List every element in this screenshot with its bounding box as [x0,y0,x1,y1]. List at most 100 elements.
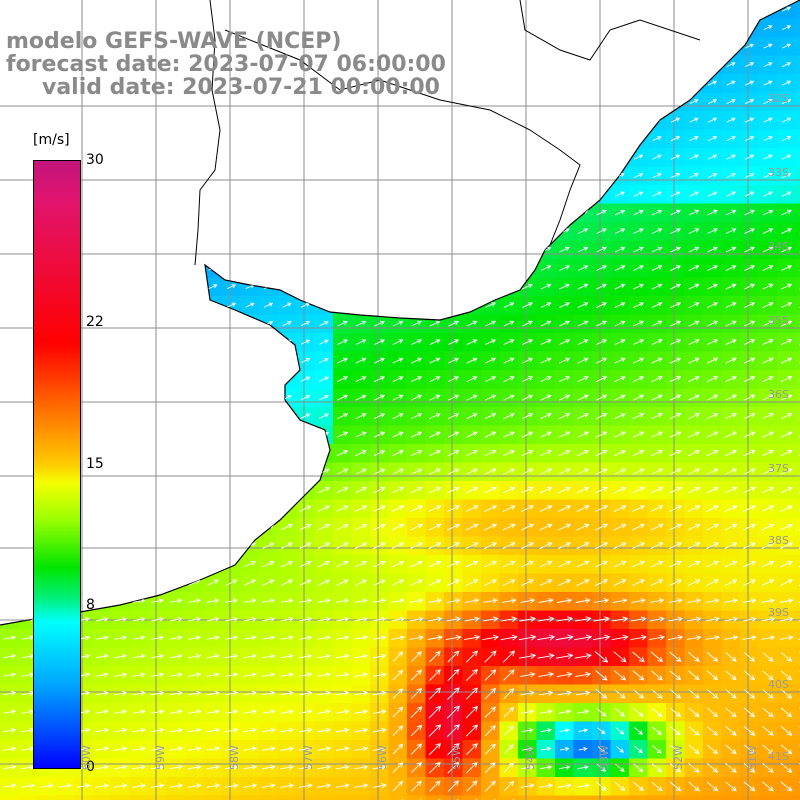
wind-arrow [411,283,422,290]
wind-arrow [337,394,349,401]
wind-speed-cell [351,18,371,38]
wind-arrow [374,339,386,345]
wind-speed-cell [370,166,389,186]
wind-arrow [449,117,459,123]
wind-speed-cell [185,240,204,260]
wind-arrow [391,486,405,494]
wind-arrow [246,192,255,197]
wind-arrow [299,523,312,531]
wind-arrow [707,246,719,253]
wind-arrow [301,210,311,215]
wind-arrow [763,191,774,197]
wind-arrow [521,542,535,549]
wind-speed-cell [795,629,800,648]
wind-arrow [153,302,163,308]
wind-arrow [245,321,255,327]
wind-speed-cell [407,795,426,800]
wind-arrow [208,413,218,419]
wind-arrow [132,672,146,678]
wind-arrow [114,487,127,494]
wind-arrow [762,670,774,681]
wind-speed-cell [259,259,278,278]
wind-speed-cell [407,0,426,19]
wind-arrow [726,117,736,123]
latitude-label: 41S [768,750,789,763]
wind-arrow [448,154,459,160]
wind-speed-cell [425,18,445,38]
wind-speed-cell [407,111,426,130]
wind-arrow [24,99,32,104]
wind-arrow [522,246,533,253]
wind-arrow [393,43,403,49]
wind-speed-cell [203,499,223,519]
wind-arrow [743,542,756,549]
wind-speed-cell [259,370,278,389]
wind-arrow [98,99,106,104]
wind-arrow [779,635,794,641]
wind-arrow [264,228,274,234]
wind-arrow [556,671,573,678]
wind-speed-cell [0,0,19,19]
wind-arrow [24,155,32,160]
wind-arrow [484,450,497,457]
wind-speed-cell [370,795,389,800]
wind-arrow [429,283,441,290]
wind-arrow [632,579,646,586]
wind-arrow [429,228,441,234]
wind-arrow [355,302,367,308]
wind-arrow [671,80,681,86]
wind-arrow [688,449,701,457]
wind-speed-cell [351,111,371,130]
wind-speed-cell [166,111,186,130]
wind-arrow [317,653,331,659]
wind-speed-cell [222,314,241,334]
wind-arrow [3,727,17,733]
wind-speed-cell [425,240,445,260]
wind-arrow [725,726,737,736]
wind-arrow [448,283,459,290]
wind-speed-cell [129,148,149,167]
wind-arrow [301,136,310,141]
wind-arrow [744,246,756,253]
wind-arrow [502,523,516,531]
wind-arrow [707,154,718,160]
wind-arrow [3,524,16,531]
wind-arrow [521,431,534,438]
wind-arrow [373,505,386,512]
wind-arrow [575,598,591,604]
wind-arrow [523,80,533,86]
wind-arrow [595,413,608,420]
wind-speed-cell [573,148,593,167]
wind-speed-cell [148,296,167,315]
wind-speed-cell [388,166,408,186]
wind-arrow [428,486,442,494]
wind-speed-cell [444,37,463,56]
wind-arrow [633,726,644,735]
wind-arrow [466,283,478,290]
wind-arrow [780,560,793,568]
wind-arrow [226,395,237,401]
wind-speed-cell [129,388,149,408]
wind-arrow [391,505,405,512]
wind-speed-cell [555,37,574,56]
wind-arrow [116,210,125,215]
wind-arrow [725,689,737,699]
wind-arrow [763,154,773,160]
wind-speed-cell [111,111,130,130]
wind-arrow [464,634,481,641]
wind-arrow [762,394,774,401]
wind-arrow [429,650,441,663]
wind-arrow [337,191,348,197]
wind-arrow [336,431,349,438]
wind-arrow [541,6,551,12]
wind-speed-cell [610,795,630,800]
wind-arrow [522,283,533,290]
wind-arrow [504,191,514,197]
wind-arrow [208,321,218,327]
wind-arrow [154,7,161,11]
wind-arrow [320,7,328,12]
wind-speed-cell [703,18,722,38]
wind-speed-cell [92,351,112,371]
wind-speed-cell [573,92,593,112]
wind-speed-cell [222,166,241,186]
